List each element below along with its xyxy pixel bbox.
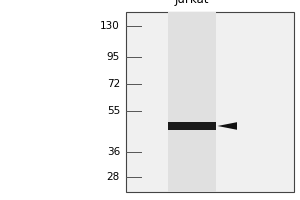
Text: 36: 36 [107,147,120,157]
Bar [168,12,216,192]
Bar [126,12,294,192]
Text: Jurkat: Jurkat [175,0,209,6]
Polygon shape [218,122,237,130]
Text: 72: 72 [107,79,120,89]
Text: 95: 95 [107,52,120,62]
Text: 55: 55 [107,106,120,116]
Text: 130: 130 [100,21,120,31]
Text: 28: 28 [107,172,120,182]
Bar [168,122,216,130]
